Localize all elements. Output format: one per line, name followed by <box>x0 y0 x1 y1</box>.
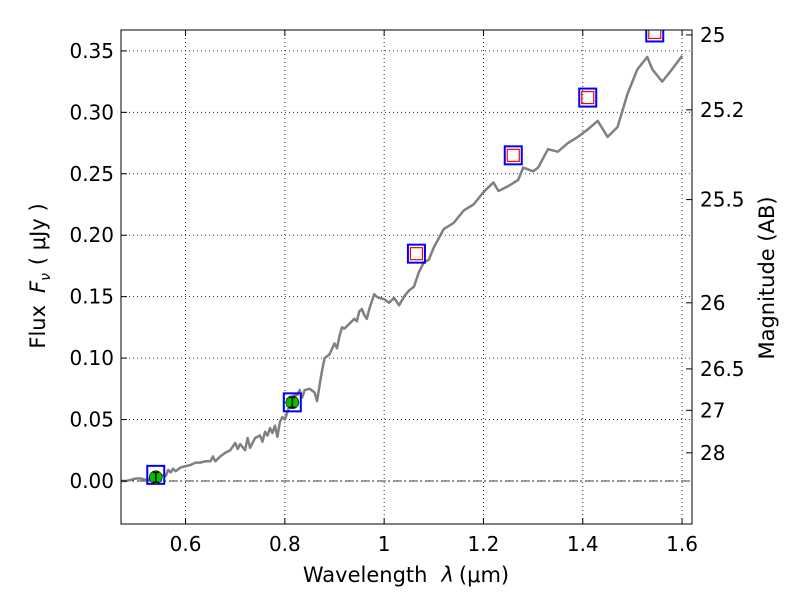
photometry-box-4 <box>503 145 523 166</box>
x-tick-label: 1.2 <box>468 532 500 556</box>
y-axis-label: Flux Fν ( μJy ) <box>26 203 54 348</box>
mag-tick-label: 28 <box>700 441 725 465</box>
y-tick-label: 0.20 <box>69 223 114 247</box>
y-tick-label: 0.05 <box>69 408 114 432</box>
x-tick-label: 1.6 <box>666 532 698 556</box>
x-axis-label: Wavelength λ (μm) <box>303 563 509 587</box>
model-square-4 <box>648 30 662 40</box>
spectrum-line <box>121 55 684 483</box>
y-axis-label-text: Flux <box>26 305 50 349</box>
x-axis-label-text: Wavelength <box>303 563 428 587</box>
x-axis-label-symbol: λ <box>440 563 453 587</box>
y-tick-label: 0.30 <box>69 100 114 124</box>
x-tick-label: 0.6 <box>170 532 202 556</box>
photometry-box-2 <box>282 392 302 413</box>
y-axis-label-unit: ( μJy ) <box>26 203 50 265</box>
axis-labels: Wavelength λ (μm) Flux Fν ( μJy ) Magnitude … <box>26 196 779 587</box>
y-tick-label: 0.00 <box>69 469 114 493</box>
y-axis-label-symbol: F <box>26 280 50 293</box>
photometry-box-6 <box>645 30 665 43</box>
mag-tick-label: 25 <box>700 23 725 47</box>
x-tick-label: 0.8 <box>269 532 301 556</box>
model-square-3 <box>581 90 595 105</box>
mag-tick-label: 27 <box>700 398 725 422</box>
y-tick-label: 0.15 <box>69 285 114 309</box>
mag-tick-label: 25.2 <box>700 98 745 122</box>
y-tick-label: 0.35 <box>69 39 114 63</box>
model-square-2 <box>506 148 520 162</box>
x-tick-label: 1 <box>378 532 391 556</box>
mag-tick-label: 26.5 <box>700 357 745 381</box>
x-tick-label: 1.4 <box>567 532 599 556</box>
photometry-box-3 <box>406 243 426 264</box>
x-axis-label-unit: (μm) <box>459 563 509 587</box>
mag-tick-label: 25.5 <box>700 188 745 212</box>
y2-axis-label: Magnitude (AB) <box>755 196 779 359</box>
mag-tick-label: 26 <box>700 291 725 315</box>
model-square-1 <box>409 247 424 261</box>
y-tick-label: 0.25 <box>69 162 114 186</box>
y-axis-label-subscript: ν <box>38 273 54 281</box>
y-tick-label: 0.10 <box>69 346 114 370</box>
plot-frame <box>120 29 693 525</box>
photometry-box-5 <box>578 87 598 108</box>
